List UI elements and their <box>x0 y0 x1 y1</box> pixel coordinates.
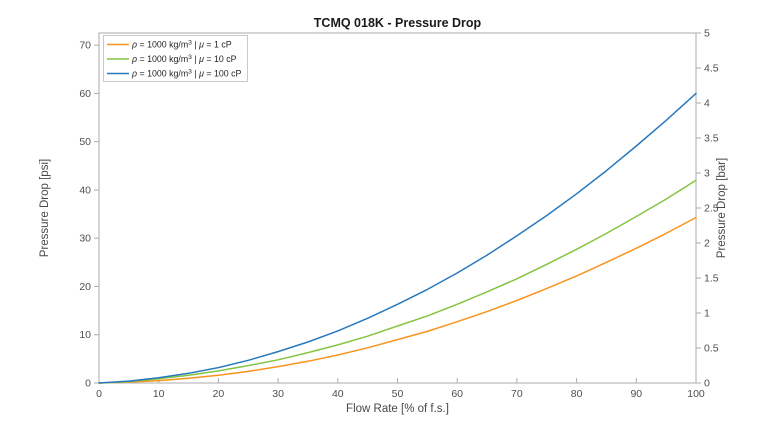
legend-item: ρ = 1000 kg/m3 | μ = 10 cP <box>107 54 237 64</box>
y-right-axis-label: Pressure Drop [bar] <box>716 158 728 258</box>
legend-label: ρ = 1000 kg/m3 | μ = 100 cP <box>131 69 241 79</box>
y-left-tick-label: 50 <box>79 136 91 148</box>
y-left-tick-label: 10 <box>79 329 91 341</box>
chart-title: TCMQ 018K - Pressure Drop <box>314 16 482 30</box>
legend-item: ρ = 1000 kg/m3 | μ = 1 cP <box>107 40 232 50</box>
pressure-drop-curve <box>98 179 697 384</box>
x-tick-label: 60 <box>451 388 463 400</box>
x-tick-label: 30 <box>272 388 284 400</box>
legend-label: ρ = 1000 kg/m3 | μ = 1 cP <box>131 40 232 50</box>
y-right-tick-label: 0 <box>704 378 710 390</box>
y-right-tick-label: 5 <box>704 28 710 40</box>
y-right-tick-label: 3.5 <box>704 133 719 145</box>
data-curves <box>98 92 697 384</box>
x-tick-label: 70 <box>511 388 523 400</box>
x-tick-label: 0 <box>96 388 102 400</box>
pressure-drop-curve <box>98 92 697 384</box>
y-left-tick-label: 60 <box>79 88 91 100</box>
y-left-tick-label: 40 <box>79 184 91 196</box>
y-right-tick-label: 4 <box>704 98 710 110</box>
x-axis-ticks: 0 10 20 30 40 50 60 70 80 90 100 <box>96 378 705 400</box>
plot-box <box>98 32 697 384</box>
x-tick-label: 40 <box>332 388 344 400</box>
pressure-drop-curve <box>98 216 697 384</box>
y-left-tick-label: 30 <box>79 233 91 245</box>
x-tick-label: 10 <box>153 388 165 400</box>
y-left-tick-label: 20 <box>79 281 91 293</box>
y-left-tick-label: 70 <box>79 40 91 52</box>
x-tick-label: 50 <box>392 388 404 400</box>
x-tick-label: 100 <box>687 388 705 400</box>
legend-label: ρ = 1000 kg/m3 | μ = 10 cP <box>131 54 237 64</box>
x-tick-label: 20 <box>213 388 225 400</box>
y-right-tick-label: 3 <box>704 168 710 180</box>
y-left-axis-ticks: 0 10 20 30 40 50 60 70 <box>79 40 99 390</box>
x-tick-label: 90 <box>630 388 642 400</box>
y-right-tick-label: 1.5 <box>704 273 719 285</box>
y-right-tick-label: 2.5 <box>704 203 719 215</box>
legend-item: ρ = 1000 kg/m3 | μ = 100 cP <box>107 69 241 79</box>
y-left-tick-label: 0 <box>85 378 91 390</box>
y-right-tick-label: 4.5 <box>704 63 719 75</box>
x-axis-label: Flow Rate [% of f.s.] <box>346 403 449 415</box>
y-right-tick-label: 1 <box>704 308 710 320</box>
legend: ρ = 1000 kg/m3 | μ = 1 cP ρ = 1000 kg/m3… <box>103 35 248 82</box>
y-left-axis-label: Pressure Drop [psi] <box>39 159 51 257</box>
x-tick-label: 80 <box>571 388 583 400</box>
y-right-tick-label: 0.5 <box>704 343 719 355</box>
y-right-axis-ticks: 0 0.5 1 1.5 2 2.5 3 3.5 4 4.5 5 <box>696 28 719 390</box>
y-right-tick-label: 2 <box>704 238 710 250</box>
